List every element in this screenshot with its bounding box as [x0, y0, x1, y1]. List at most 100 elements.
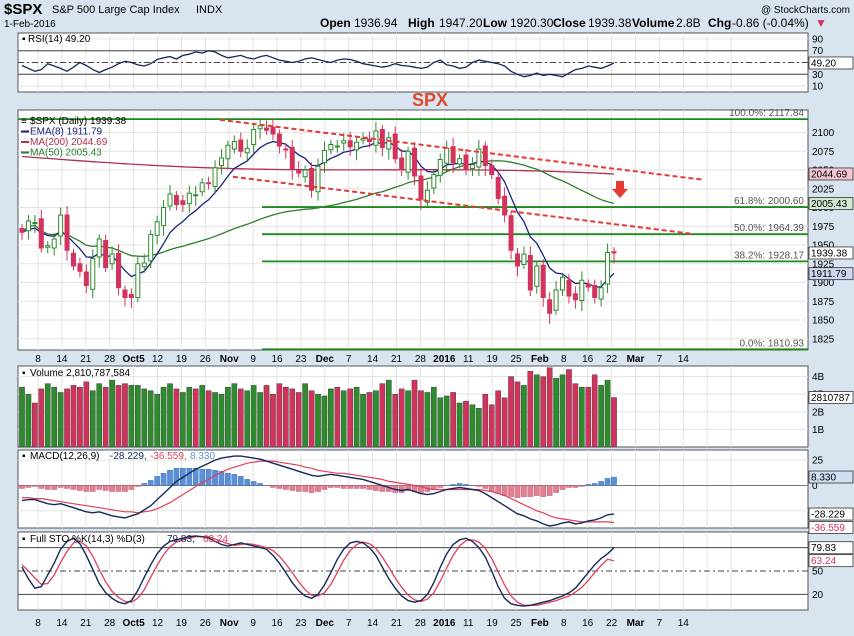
macd-histogram-bar — [328, 485, 334, 488]
price-value-3-box-label: 1911.79 — [811, 269, 847, 280]
price-value-0-box-label: 2044.69 — [811, 169, 848, 180]
x-tick-label: Dec — [316, 354, 335, 365]
macd-histogram-bar — [373, 485, 379, 491]
macd-histogram-bar — [122, 485, 128, 492]
x-axis-bottom: 8 14 21 28 Oct5 12 19 26 Nov 9 16 23 Dec 7 14 21 28 2016 1… — [35, 618, 689, 629]
price-tick-label: 1950 — [812, 241, 835, 252]
volume-bar — [160, 386, 167, 448]
low-label: Low — [483, 16, 508, 30]
macd-histogram-bar — [302, 485, 308, 492]
close-label: Close — [553, 16, 586, 30]
candle-body — [354, 141, 360, 151]
macd-histogram-bar — [147, 480, 154, 486]
candle-body — [251, 129, 257, 145]
sto-legend-part: 63.24 — [203, 534, 228, 545]
candle-body — [199, 182, 205, 193]
x-tick-label: 14 — [367, 354, 379, 365]
macd-value-1-box-label: -28.229 — [811, 510, 845, 521]
candle-body — [334, 145, 340, 148]
volume-bar — [186, 386, 193, 448]
macd-legend-icon: ▪ — [22, 451, 26, 462]
macd-histogram-bar — [553, 485, 559, 493]
volume-bar — [270, 393, 276, 448]
x-tick-label: Nov — [220, 354, 239, 365]
volume-bar — [295, 392, 302, 448]
x-tick-label: Feb — [531, 354, 549, 365]
x-tick-label: 11 — [463, 354, 474, 365]
x-tick-label: 21 — [391, 354, 403, 365]
candle-body — [289, 147, 295, 170]
candle-body — [161, 207, 167, 226]
volume-bar — [488, 404, 495, 448]
macd-histogram-bar — [173, 468, 180, 486]
candle-body — [392, 133, 398, 160]
volume-bar — [237, 388, 244, 448]
volume-bar — [263, 385, 270, 448]
price-tick-label: 1900 — [812, 278, 835, 289]
x-tick-label: 21 — [80, 354, 92, 365]
rsi-legend-icon: ▪ — [22, 34, 26, 45]
macd-legend-part: MACD(12,26,9) — [30, 451, 99, 462]
volume-bar — [308, 390, 315, 448]
macd-histogram-bar — [353, 485, 360, 489]
symbol-label: $SPX — [4, 1, 42, 18]
candle-body — [347, 140, 353, 148]
volume-bar — [70, 385, 77, 448]
volume-bar — [321, 395, 328, 448]
sto-k-line — [21, 535, 615, 607]
x-tick-label: 19 — [487, 354, 499, 365]
upper-trendline — [219, 118, 704, 181]
x-tick-label: 7 — [346, 354, 352, 365]
volume-bar — [508, 376, 514, 448]
index-name: S&P 500 Large Cap Index — [52, 4, 180, 16]
volume-bar — [231, 383, 238, 448]
candle-body — [360, 138, 366, 141]
volume-bar — [167, 383, 173, 448]
volume-bar — [141, 388, 148, 448]
macd-histogram-bar — [218, 471, 225, 486]
candle-body — [572, 293, 578, 301]
rsi-line — [21, 50, 615, 78]
candle-body — [412, 147, 418, 177]
macd-histogram-bar — [579, 485, 585, 487]
price-value-1-box — [808, 197, 854, 210]
sto-legend-part: 79.83, — [167, 534, 195, 545]
low-value: 1920.30 — [510, 16, 554, 30]
macd-histogram-bar — [308, 485, 315, 493]
macd-histogram-bar — [295, 485, 302, 492]
volume-bar — [598, 385, 604, 448]
macd-panel: 250-258.330-28.229-36.559▪MACD(12,26,9)-… — [17, 449, 854, 534]
volume-bar — [257, 392, 263, 448]
candle-body — [476, 148, 482, 168]
candle-body — [598, 287, 604, 300]
x-tick-label: 16 — [582, 354, 594, 365]
x-tick-label: 19 — [176, 618, 188, 629]
volume-bar — [19, 386, 25, 448]
candle-body — [366, 138, 372, 142]
macd-histogram-bar — [276, 485, 283, 489]
candle-body — [96, 238, 102, 258]
candle-body — [437, 159, 443, 176]
candle-body — [25, 220, 31, 232]
volume-bar — [553, 378, 559, 448]
macd-histogram-bar — [115, 485, 122, 492]
volume-bar — [482, 393, 489, 448]
volume-bar — [456, 402, 463, 448]
candle-body — [148, 234, 154, 262]
macd-histogram-bar — [70, 485, 77, 490]
x-tick-label: 7 — [657, 618, 663, 629]
macd-line — [21, 455, 615, 527]
candle-body — [534, 265, 540, 287]
price-value-2-box-label: 1939.38 — [811, 248, 848, 259]
candle-body — [508, 215, 514, 251]
macd-histogram-bar — [533, 485, 540, 496]
x-tick-label: 28 — [104, 618, 116, 629]
x-tick-label: 23 — [295, 618, 307, 629]
macd-histogram-bar — [521, 485, 527, 497]
candle-body — [283, 148, 289, 151]
price-tick-label: 1850 — [812, 316, 835, 327]
candle-body — [489, 165, 495, 175]
macd-histogram-bar — [38, 485, 45, 489]
